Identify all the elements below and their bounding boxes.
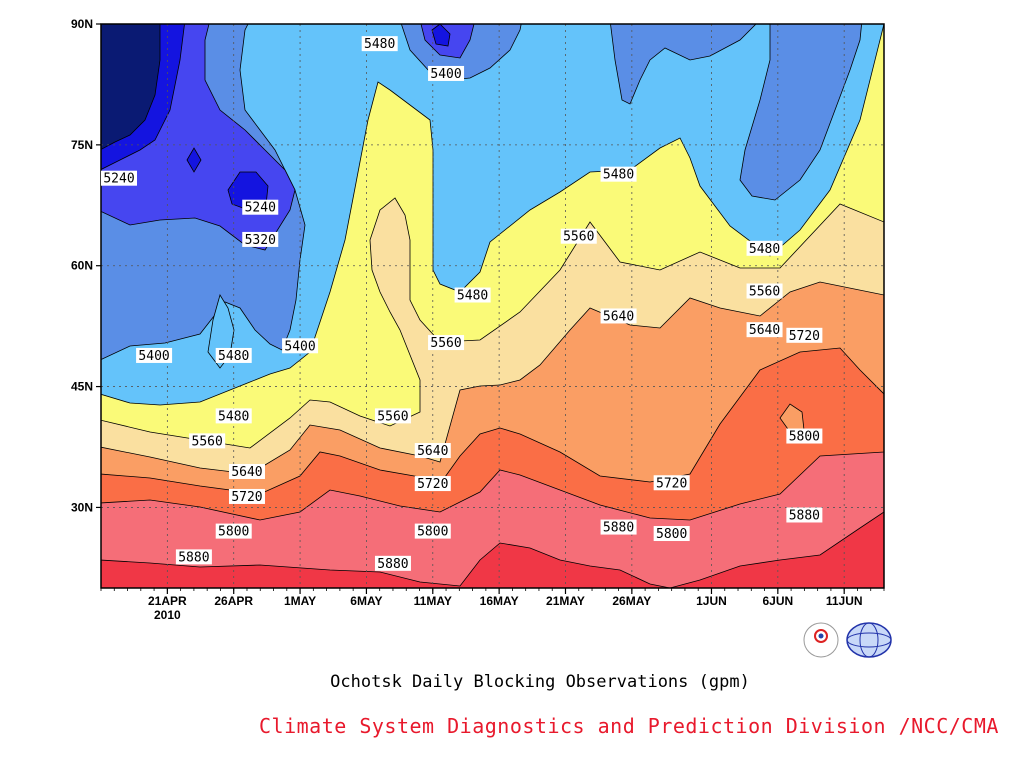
contour-label: 5800 [417,525,448,540]
contour-label-box [653,526,690,542]
contour-label: 5640 [417,444,448,459]
x-tick-label: 21MAY [546,594,585,608]
contour-label-box [600,308,637,324]
credit-text: Climate System Diagnostics and Predictio… [259,714,999,738]
contour-label: 5640 [749,323,780,338]
contour-label-box [189,433,226,449]
x-year-label: 2010 [154,608,181,622]
contour-label-box [428,65,465,81]
contour-label: 5880 [603,521,634,536]
y-tick-label: 90N [71,17,93,31]
x-tick-label: 6JUN [762,594,793,608]
chart-title: Ochotsk Daily Blocking Observations (gpm… [330,672,750,692]
contour-label: 5480 [603,168,634,183]
contour-label-box [786,327,823,343]
contour-label: 5800 [656,527,687,542]
contour-label-box [746,322,783,338]
x-tick-label: 1MAY [284,594,316,608]
contour-label: 5480 [749,242,780,257]
contour-label-box [414,523,451,539]
contour-label: 5560 [563,230,594,245]
contour-label: 5320 [245,233,276,248]
contour-label: 5400 [284,339,315,354]
contour-label: 5640 [231,465,262,480]
x-tick-label: 26MAY [612,594,651,608]
x-tick-label: 21APR [148,594,187,608]
fill-level-5320-ne [739,24,863,201]
x-tick-label: 16MAY [480,594,519,608]
bcc-logo [803,622,839,658]
contour-label-box [374,408,411,424]
contour-label: 5640 [603,309,634,324]
y-tick-label: 60N [71,259,93,273]
contour-label: 5800 [789,430,820,445]
y-tick-label: 30N [71,500,93,514]
contour-label: 5400 [138,349,169,364]
contour-label: 5400 [430,67,461,82]
x-tick-label: 6MAY [350,594,382,608]
fill-level-5320-ne-top [610,24,757,105]
contour-label: 5720 [789,329,820,344]
contour-label-box [242,199,279,215]
contour-label: 5480 [218,349,249,364]
contour-label: 5720 [656,476,687,491]
contour-label-box [414,476,451,492]
contour-label: 5720 [231,490,262,505]
contour-label-box [746,283,783,299]
fill-level-5160-small [186,147,202,173]
y-tick-label: 75N [71,138,93,152]
contour-label-box [282,338,319,354]
contour-label-box [136,347,173,363]
x-tick-label: 1JUN [696,594,727,608]
contour-label: 5480 [364,37,395,52]
contour-label-box [786,507,823,523]
contour-label-box [215,347,252,363]
contour-fills [101,24,884,588]
contour-label-box [215,408,252,424]
contour-labels: 5240 5240 5320 5400 5400 5400 5480 5480 5480 5480… [101,36,823,572]
contour-label: 5800 [218,525,249,540]
fill-level-5160-north [431,24,451,47]
contour-label: 5480 [218,409,249,424]
contour-label-box [228,463,265,479]
x-tick-label: 11JUN [826,594,863,608]
fill-level-5080 [101,24,161,150]
contour-label: 5560 [192,434,223,449]
y-axis: 90N 75N 60N 45N 30N [71,17,101,514]
contour-label-box [361,36,398,52]
contour-label: 5560 [430,336,461,351]
contour-label-box [242,231,279,247]
plot-frame [100,23,885,589]
x-tick-label: 11MAY [414,594,452,608]
contour-label-box [600,519,637,535]
contour-label-box [228,488,265,504]
contour-label-box [653,475,690,491]
contour-label: 5880 [178,550,209,565]
contour-label-box [101,170,137,186]
contour-label: 5560 [749,284,780,299]
contour-label-box [374,555,411,571]
x-axis: 21APR 26APR 1MAY 6MAY 11MAY 16MAY 21MAY 26MAY 1J… [100,588,885,622]
contour-label: 5880 [377,557,408,572]
contour-label: 5480 [457,289,488,304]
contour-label-box [786,428,823,444]
y-tick-label: 45N [71,380,93,394]
ncc-logo [846,622,892,658]
contour-label-box [428,335,465,351]
contour-label: 5240 [103,172,134,187]
contour-label-box [746,240,783,256]
contour-label-box [560,228,597,244]
x-tick-label: 26APR [214,594,253,608]
contour-label-box [600,166,637,182]
contour-label: 5880 [789,508,820,523]
contour-label-box [215,523,252,539]
contour-label-box [175,549,212,565]
contour-label-box [454,287,491,303]
contour-label: 5560 [377,409,408,424]
contour-label-box [414,443,451,459]
contour-label: 5240 [245,201,276,216]
contour-label: 5720 [417,477,448,492]
